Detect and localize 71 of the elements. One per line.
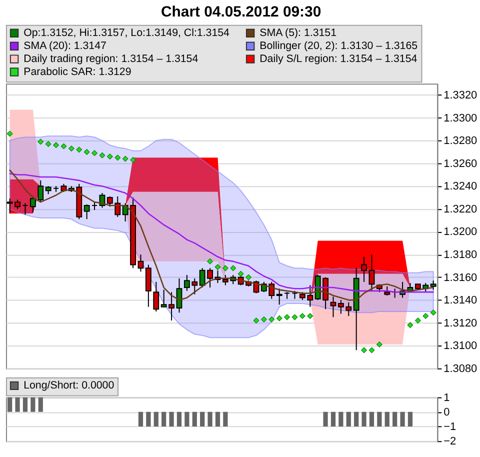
point [276,315,282,322]
point [92,150,98,156]
candlestick [384,286,390,296]
point [53,142,59,148]
candlestick [430,280,436,290]
point [246,274,252,280]
point [45,141,52,147]
point [207,258,213,264]
y-tick-label: 1.3240 [444,180,478,193]
point [284,314,290,320]
candlestick [361,256,367,282]
point [376,342,382,348]
point [430,310,436,316]
y-tick-label: 1.3140 [444,294,478,307]
y-tick-label: 1.3160 [444,272,478,284]
point [214,264,221,270]
candlestick [22,202,28,216]
candlestick [145,264,152,308]
point [106,154,113,160]
candlestick [138,254,144,272]
y-tick-label: 1.3200 [444,226,478,238]
candlestick [84,204,90,220]
point [238,270,244,277]
candlestick [276,288,282,306]
y-tick-label: 1.3280 [444,135,478,148]
y-tick-label: 1.3080 [444,362,478,375]
legend-label: Long/Short: 0.0000 [24,380,114,392]
legend-label: Op:1.3152, Hi:1.3157, Lo:1.3149, Cl:1.3154 [24,27,230,40]
chart-title: Chart 04.05.2012 09:30 [161,3,322,20]
y-tick-label: 1.3220 [444,203,478,216]
point [268,316,275,322]
point [60,143,67,150]
legend-label: Daily S/L region: 1.3154 – 1.3154 [260,53,418,66]
candlestick [368,254,375,292]
y-tick-label: 1.3300 [444,112,478,124]
point [99,152,106,158]
legend-label: SMA (20): 1.3147 [24,40,106,52]
y-tick-label: 1.3180 [444,248,478,261]
point [122,156,128,162]
y-tick-label: −2 [444,436,456,448]
legend-label: Bollinger (20, 2): 1.3130 – 1.3165 [260,40,418,52]
point [230,265,236,272]
point [307,313,314,319]
legend-label: Parabolic SAR: 1.3129 [24,66,132,78]
point [68,146,74,152]
y-tick-label: −1 [444,420,456,433]
y-tick-label: 1.3320 [444,89,478,102]
y-tick-label: 1.3120 [444,317,478,330]
point [407,322,414,328]
point [422,313,429,319]
point [76,146,82,153]
point [368,347,375,354]
point [253,318,260,324]
point [130,156,136,163]
point [260,316,267,322]
legend-label: SMA (5): 1.3151 [260,27,337,40]
candlestick [153,281,160,312]
y-tick-label: 0 [444,406,450,418]
point [84,149,90,155]
point [222,265,228,272]
point [414,318,421,324]
y-tick-label: 1.3100 [444,340,478,352]
point [114,154,121,161]
point [361,347,367,354]
point [299,313,306,319]
y-tick-label: 1 [444,392,450,404]
legend-label: Daily trading region: 1.3154 – 1.3154 [24,53,198,66]
point [38,138,44,145]
point [6,130,13,137]
point [292,314,298,320]
y-tick-label: 1.3260 [444,158,478,170]
